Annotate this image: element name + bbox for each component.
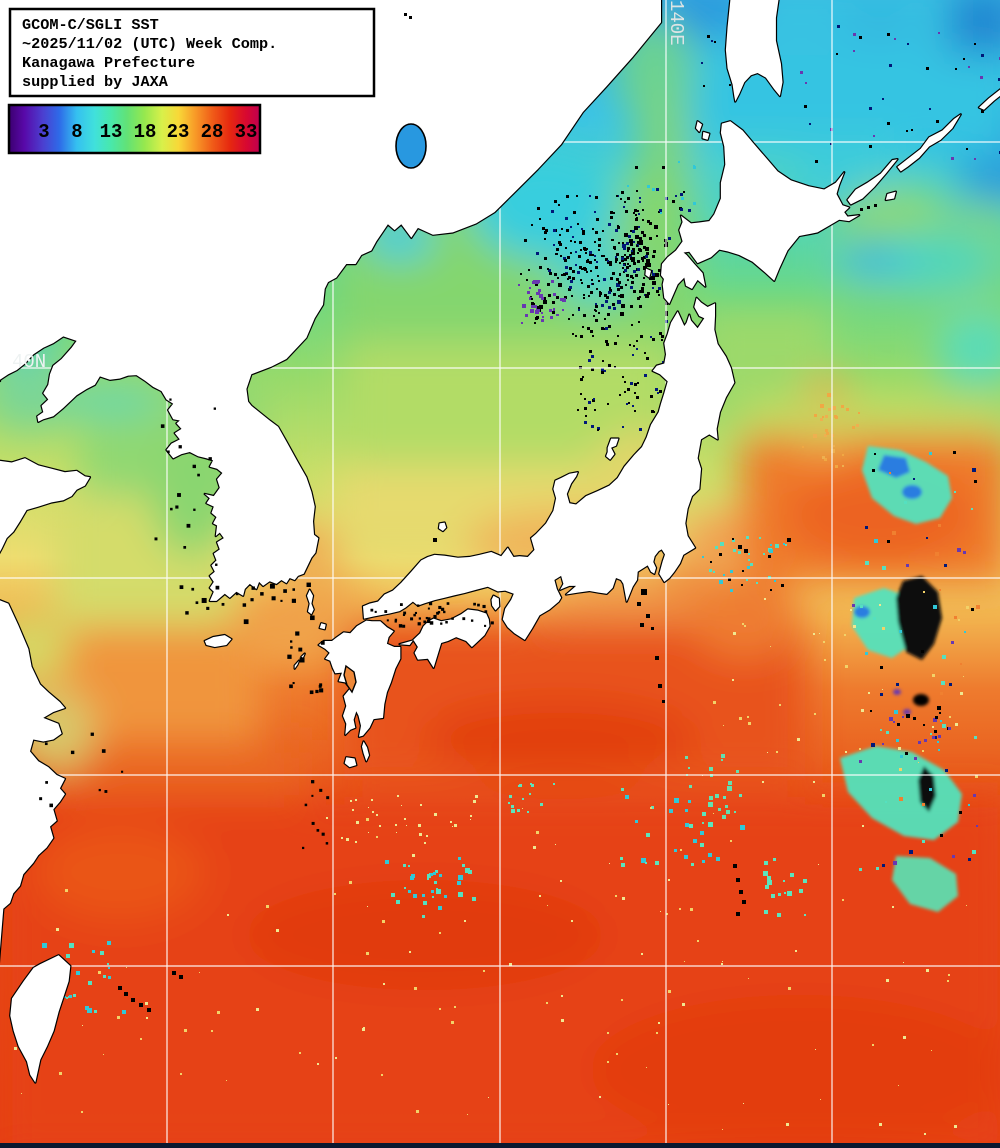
svg-text:~2025/11/02 (UTC) Week Comp.: ~2025/11/02 (UTC) Week Comp. — [22, 35, 277, 53]
svg-text:140E: 140E — [665, 0, 687, 46]
svg-text:Kanagawa Prefecture: Kanagawa Prefecture — [22, 54, 195, 72]
svg-text:supplied by JAXA: supplied by JAXA — [22, 73, 169, 91]
svg-text:13: 13 — [100, 121, 123, 143]
svg-text:33: 33 — [235, 121, 258, 143]
svg-text:3: 3 — [38, 121, 49, 143]
svg-text:28: 28 — [201, 121, 224, 143]
svg-text:GCOM-C/SGLI SST: GCOM-C/SGLI SST — [22, 16, 159, 34]
svg-text:18: 18 — [134, 121, 157, 143]
svg-text:8: 8 — [71, 121, 82, 143]
svg-text:23: 23 — [167, 121, 190, 143]
svg-text:40N: 40N — [12, 351, 46, 373]
